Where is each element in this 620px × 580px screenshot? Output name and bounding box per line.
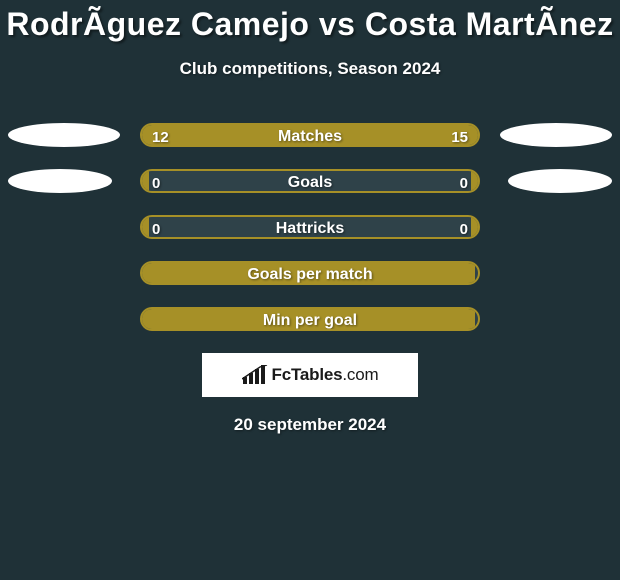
stat-bar: Matches1215	[140, 123, 480, 147]
bar-right-fill	[471, 217, 478, 239]
bar-left-fill	[142, 263, 475, 285]
stat-bar: Hattricks0 0	[140, 215, 480, 239]
stat-row: Min per goal	[0, 307, 620, 331]
player-oval-right	[500, 123, 612, 147]
stat-label: Hattricks	[142, 217, 478, 239]
bar-right-fill	[471, 171, 478, 193]
stat-value-right: 15	[451, 125, 468, 147]
stat-row: Hattricks0 0	[0, 215, 620, 239]
bar-left-fill	[142, 217, 149, 239]
chart-icon	[242, 365, 268, 385]
page-title: RodrÃ­guez Camejo vs Costa MartÃ­nez	[0, 0, 620, 43]
stat-label: Goals	[142, 171, 478, 193]
stat-bar: Goals per match	[140, 261, 480, 285]
stat-bar: Min per goal	[140, 307, 480, 331]
bar-right-fill	[288, 125, 478, 147]
stat-row: Matches1215	[0, 123, 620, 147]
logo-box: FcTables.com	[202, 353, 418, 397]
bar-left-fill	[142, 309, 475, 331]
stat-rows: Matches1215Goals00Hattricks00Goals per m…	[0, 123, 620, 331]
stat-bar: Goals0 0	[140, 169, 480, 193]
stat-value-left: 0	[152, 217, 160, 239]
stat-value-left: 0	[152, 171, 160, 193]
player-oval-left	[8, 169, 112, 193]
logo-text-thin: .com	[342, 365, 378, 384]
player-oval-right	[508, 169, 612, 193]
comparison-card: RodrÃ­guez Camejo vs Costa MartÃ­nez Clu…	[0, 0, 620, 580]
date-text: 20 september 2024	[0, 415, 620, 435]
logo-text-bold: FcTables	[272, 365, 343, 384]
bar-left-fill	[142, 171, 149, 193]
stat-value-right: 0	[460, 217, 468, 239]
logo-text: FcTables.com	[272, 365, 379, 385]
subtitle: Club competitions, Season 2024	[0, 59, 620, 79]
stat-row: Goals per match	[0, 261, 620, 285]
stat-row: Goals0 0	[0, 169, 620, 193]
player-oval-left	[8, 123, 120, 147]
stat-value-right: 0	[460, 171, 468, 193]
stat-value-left: 12	[152, 125, 169, 147]
